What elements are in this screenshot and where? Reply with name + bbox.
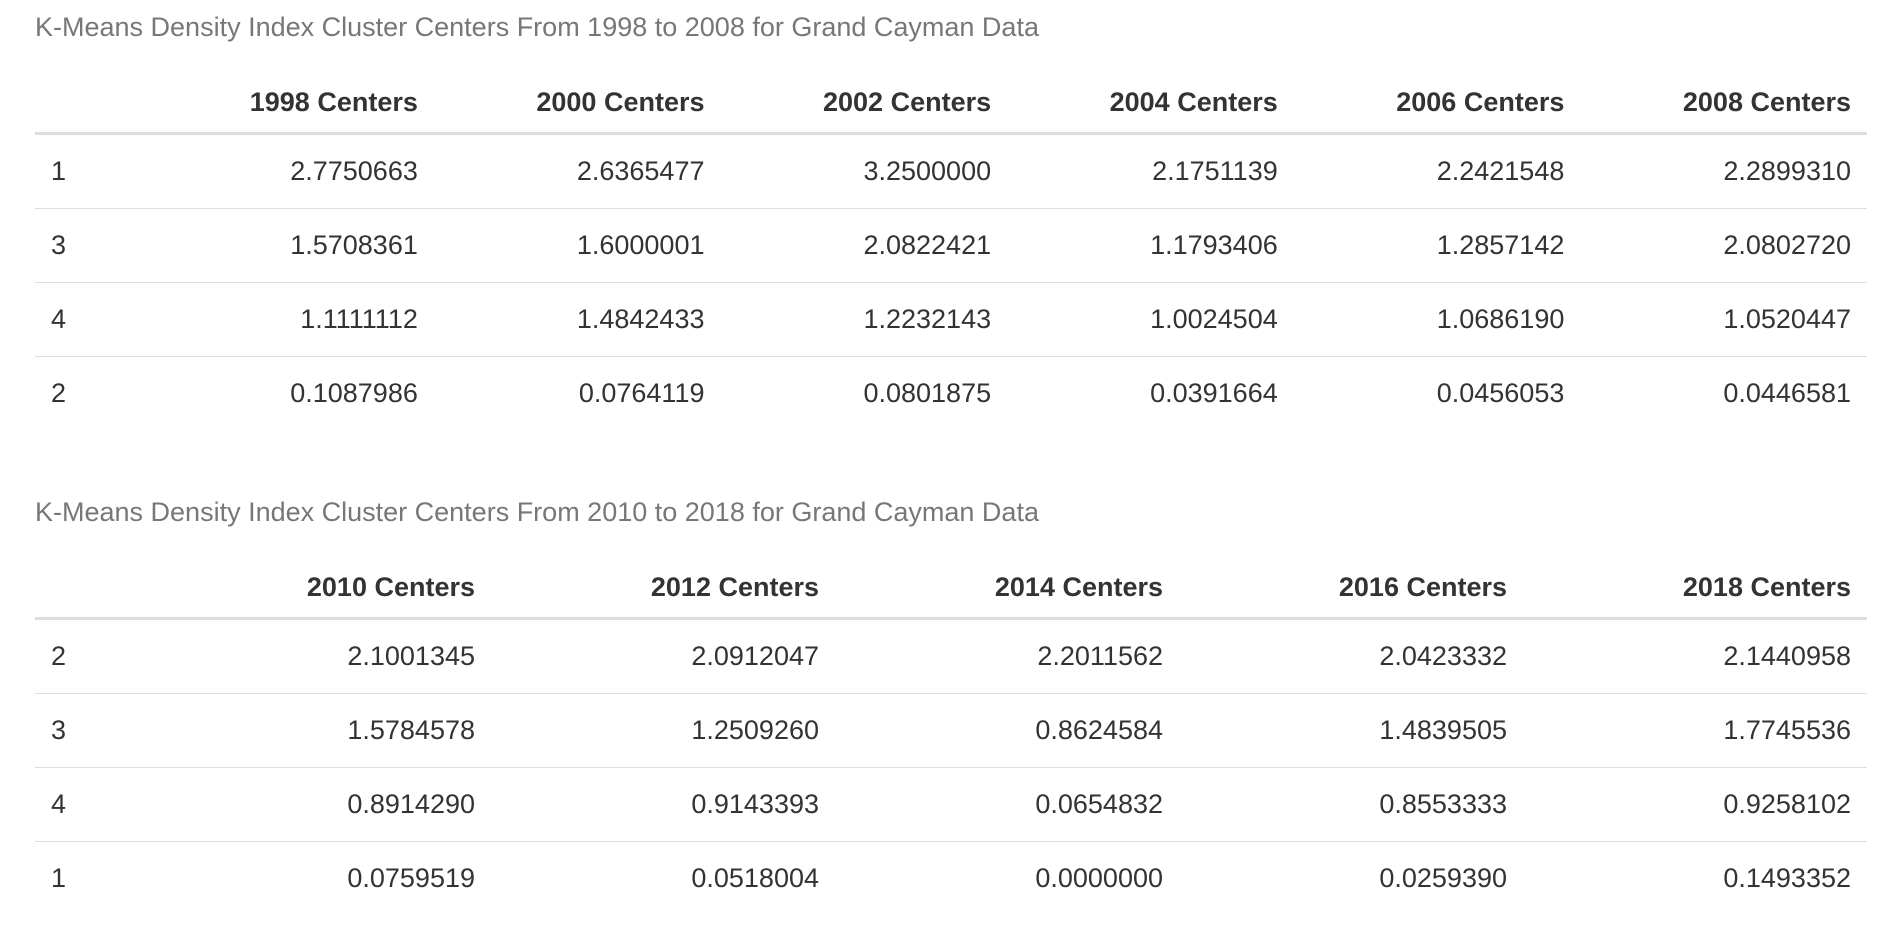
- table-cell: 2.0822421: [720, 208, 1008, 283]
- table-cell: 0.8914290: [147, 767, 491, 842]
- column-header-2008: 2008 Centers: [1580, 72, 1867, 135]
- row-label: 1: [35, 841, 147, 915]
- table-cell: 1.4842433: [433, 282, 721, 357]
- table-cell: 2.1440958: [1723, 641, 1851, 671]
- table-cell: 0.1493352: [1523, 841, 1867, 915]
- column-header-cluster: [35, 72, 148, 135]
- table-row: 4 1.1111112 1.4842433 1.2232143 1.002450…: [35, 282, 1867, 357]
- table-cell: 2.2421548: [1436, 156, 1565, 186]
- table-cell: 1.1111112: [147, 282, 434, 357]
- table-block-2010-2018: K-Means Density Index Cluster Centers Fr…: [35, 485, 1867, 915]
- table-cell: 0.9258102: [1523, 767, 1867, 842]
- table-cell: 0.0801875: [720, 356, 1008, 430]
- table-cell: 2.0802720: [1580, 208, 1867, 283]
- column-header-2002: 2002 Centers: [720, 72, 1008, 135]
- table-row: 2 2.1001345 2.0912047 2.2011562 2.042333…: [35, 619, 1867, 694]
- column-header-1998: 1998 Centers: [147, 72, 434, 135]
- column-header-2010: 2010 Centers: [147, 557, 491, 620]
- row-label: 2: [35, 356, 148, 430]
- cluster-centers-table-1998-2008: 1998 Centers 2000 Centers 2002 Centers 2…: [35, 72, 1867, 430]
- table-cell: 2.0912047: [691, 641, 819, 671]
- table-cell: 1.5708361: [147, 208, 434, 283]
- table-row: 1 2.7750663 2.6365477 3.2500000 2.175113…: [35, 134, 1867, 209]
- table-cell: 1.2232143: [720, 282, 1008, 357]
- table-cell: 0.0446581: [1580, 356, 1867, 430]
- column-header-2014: 2014 Centers: [835, 557, 1179, 620]
- header-row: 2010 Centers 2012 Centers 2014 Centers 2…: [35, 557, 1867, 620]
- table-cell: 2.7750663: [290, 156, 418, 186]
- table-cell: 1.7745536: [1523, 693, 1867, 768]
- row-label: 3: [35, 208, 148, 283]
- table-row: 4 0.8914290 0.9143393 0.0654832 0.855333…: [35, 767, 1867, 842]
- table-cell: 1.1793406: [1007, 208, 1294, 283]
- table-block-1998-2008: K-Means Density Index Cluster Centers Fr…: [35, 0, 1867, 430]
- table-cell: 2.1751139: [1152, 156, 1278, 186]
- cluster-centers-table-2010-2018: 2010 Centers 2012 Centers 2014 Centers 2…: [35, 557, 1867, 915]
- table-cell: 0.0518004: [491, 841, 835, 915]
- column-header-cluster: [35, 557, 147, 620]
- row-label: 3: [35, 693, 147, 768]
- table-cell: 0.9143393: [491, 767, 835, 842]
- table-cell: 2.0423332: [1379, 641, 1507, 671]
- table-row: 1 0.0759519 0.0518004 0.0000000 0.025939…: [35, 841, 1867, 915]
- table-cell: 2.1001345: [347, 641, 475, 671]
- column-header-2004: 2004 Centers: [1007, 72, 1294, 135]
- row-label: 2: [51, 641, 67, 671]
- column-header-2006: 2006 Centers: [1293, 72, 1581, 135]
- table-cell: 0.1087986: [147, 356, 434, 430]
- table-cell: 0.0759519: [147, 841, 491, 915]
- table-cell: 0.0391664: [1007, 356, 1294, 430]
- table-cell: 1.5784578: [147, 693, 491, 768]
- table-row: 3 1.5784578 1.2509260 0.8624584 1.483950…: [35, 693, 1867, 768]
- table-cell: 0.8624584: [835, 693, 1179, 768]
- table-cell: 1.0520447: [1580, 282, 1867, 357]
- column-header-2000: 2000 Centers: [433, 72, 721, 135]
- table-cell: 1.0024504: [1007, 282, 1294, 357]
- table-row: 2 0.1087986 0.0764119 0.0801875 0.039166…: [35, 356, 1867, 430]
- column-header-2018: 2018 Centers: [1523, 557, 1867, 620]
- table-cell: 2.6365477: [576, 156, 705, 186]
- column-header-2012: 2012 Centers: [491, 557, 835, 620]
- header-row: 1998 Centers 2000 Centers 2002 Centers 2…: [35, 72, 1867, 135]
- table-cell: 1.6000001: [433, 208, 721, 283]
- table-caption: K-Means Density Index Cluster Centers Fr…: [35, 497, 1039, 527]
- table-cell: 0.0764119: [433, 356, 721, 430]
- column-header-2016: 2016 Centers: [1179, 557, 1523, 620]
- row-label: 1: [51, 156, 67, 186]
- table-cell: 0.8553333: [1179, 767, 1523, 842]
- table-cell: 2.2899310: [1723, 156, 1851, 186]
- table-row: 3 1.5708361 1.6000001 2.0822421 1.179340…: [35, 208, 1867, 283]
- row-label: 4: [35, 282, 148, 357]
- table-caption: K-Means Density Index Cluster Centers Fr…: [35, 12, 1039, 42]
- row-label: 4: [35, 767, 147, 842]
- table-cell: 1.4839505: [1179, 693, 1523, 768]
- table-cell: 0.0456053: [1293, 356, 1581, 430]
- table-cell: 0.0259390: [1179, 841, 1523, 915]
- table-cell: 1.2857142: [1293, 208, 1581, 283]
- table-cell: 2.2011562: [1037, 641, 1163, 671]
- table-cell: 0.0654832: [835, 767, 1179, 842]
- table-cell: 1.0686190: [1293, 282, 1581, 357]
- table-cell: 1.2509260: [491, 693, 835, 768]
- table-cell: 3.2500000: [863, 156, 992, 186]
- table-cell: 0.0000000: [835, 841, 1179, 915]
